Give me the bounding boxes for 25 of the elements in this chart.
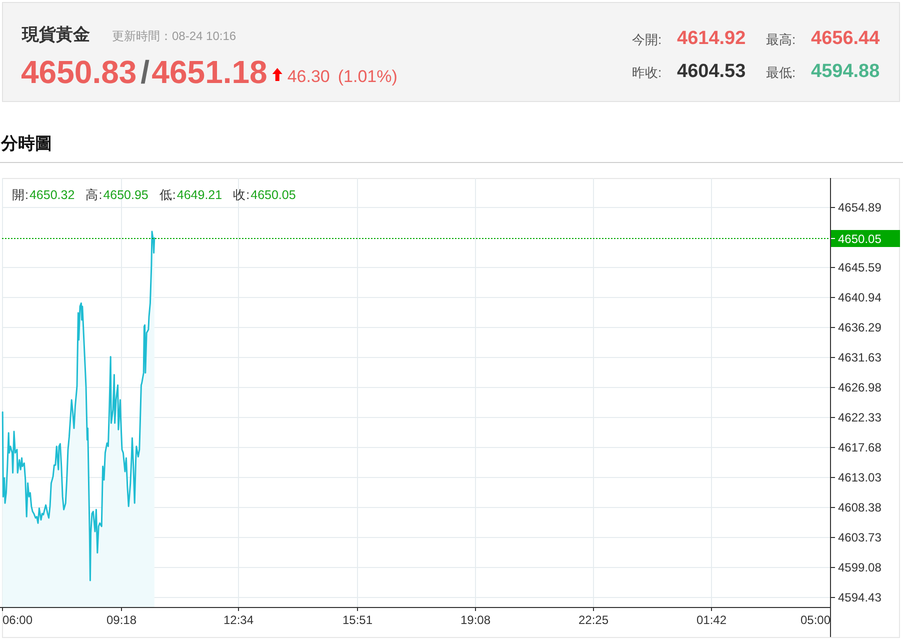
annotation: 分時圖 [1, 134, 52, 153]
annotation: 4649.21 [176, 188, 222, 202]
annotation: 昨收: [632, 65, 662, 80]
annotation: 4604.53 [677, 61, 746, 82]
annotation: 4650.32 [29, 188, 75, 202]
annotation: 4650.83 [21, 54, 137, 90]
annotation: 開: [12, 188, 28, 202]
annotation: 收: [233, 188, 250, 202]
title: 現貨黃金 [22, 25, 90, 44]
annotation: 低: [159, 188, 176, 202]
annotation: 高: [86, 188, 102, 202]
annotation: / [140, 54, 150, 90]
annotation: 最高: [766, 32, 796, 47]
annotation: 4650.05 [250, 188, 296, 202]
annotation: 4594.88 [811, 61, 880, 82]
annotation: 4650.95 [103, 188, 148, 202]
annotation: 今開: [632, 32, 662, 47]
annotation: 46.30 [287, 67, 330, 86]
annotation: 4614.92 [677, 28, 746, 49]
annotation: 最低: [766, 65, 796, 80]
subtitle: 更新時間：08-24 10:16 [112, 29, 236, 43]
annotation: 4656.44 [811, 28, 880, 49]
annotation: 4651.18 [152, 54, 268, 90]
ref-line-label: 4650.05 [838, 232, 882, 246]
annotation: (1.01%) [338, 67, 398, 86]
